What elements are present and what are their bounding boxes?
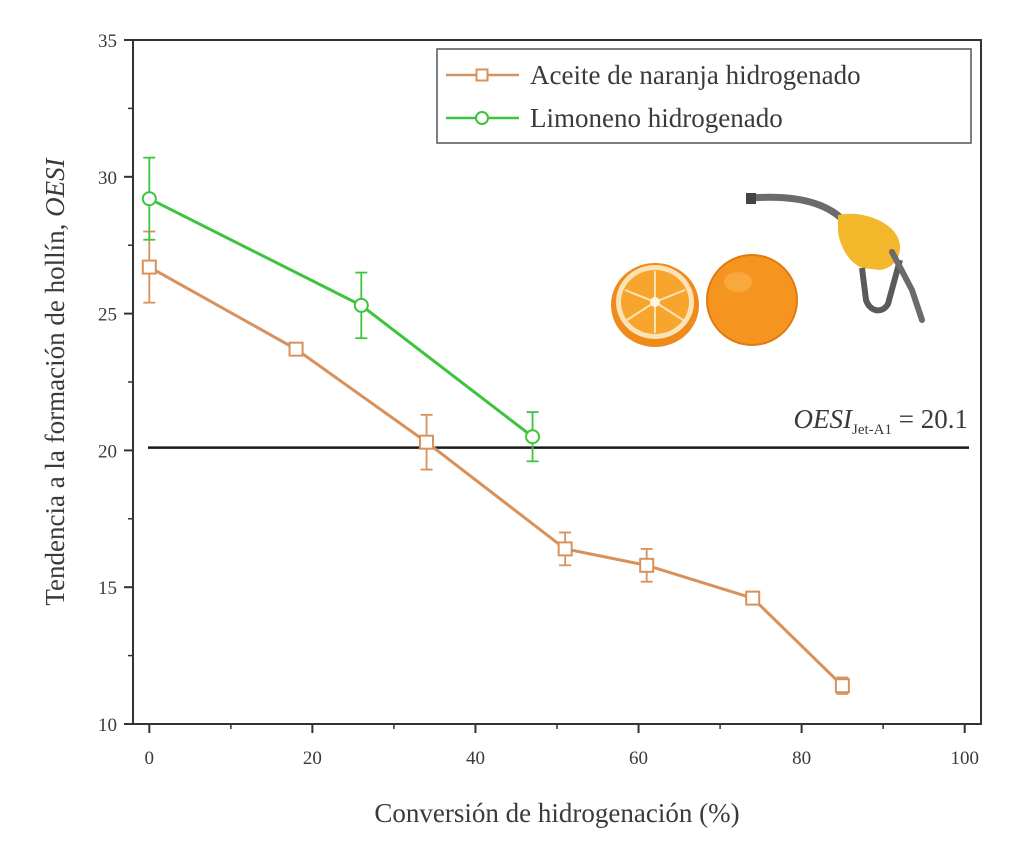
y-tick-label: 15 xyxy=(98,578,117,599)
data-point xyxy=(834,678,850,694)
legend-marker-green xyxy=(475,111,489,125)
legend-marker-orange xyxy=(475,68,489,82)
x-tick-label: 40 xyxy=(466,748,485,769)
data-point xyxy=(419,434,435,450)
reference-line-label: OESIJet-A1 = 20.1 xyxy=(794,404,968,438)
data-point xyxy=(288,341,304,357)
y-tick-label: 10 xyxy=(98,715,117,736)
x-axis: 0 20 40 60 80 100 xyxy=(145,724,979,769)
x-tick-label: 80 xyxy=(792,748,811,769)
y-tick-label: 20 xyxy=(98,441,117,462)
legend: Aceite de naranja hidrogenado Limoneno h… xyxy=(436,48,972,144)
series-line xyxy=(148,197,534,438)
data-point xyxy=(525,429,541,445)
data-point xyxy=(557,541,573,557)
data-point xyxy=(141,191,157,207)
legend-label-orange: Aceite de naranja hidrogenado xyxy=(530,60,861,90)
y-tick-label: 30 xyxy=(98,168,117,189)
series-aceite-de-naranja xyxy=(141,230,850,695)
orange-half-icon xyxy=(611,263,699,347)
x-tick-label: 20 xyxy=(303,748,322,769)
data-point xyxy=(353,297,369,313)
fuel-nozzle-icon xyxy=(746,193,925,323)
series-limoneno xyxy=(141,156,541,463)
y-axis-label: Tendencia a la formación de hollín, OESI xyxy=(40,156,70,605)
x-tick-label: 100 xyxy=(950,748,979,769)
data-point xyxy=(639,557,655,573)
x-axis-label: Conversión de hidrogenación (%) xyxy=(374,798,739,828)
legend-box xyxy=(436,48,972,144)
x-tick-label: 0 xyxy=(145,748,155,769)
orange-whole-icon xyxy=(706,254,798,346)
y-tick-label: 35 xyxy=(98,31,117,52)
legend-label-green: Limoneno hidrogenado xyxy=(530,103,783,133)
series-layer xyxy=(141,156,850,695)
data-point xyxy=(745,590,761,606)
y-tick-label: 25 xyxy=(98,305,117,326)
x-tick-label: 60 xyxy=(629,748,648,769)
data-point xyxy=(141,259,157,275)
y-axis: 10 15 20 25 30 35 xyxy=(98,31,133,736)
